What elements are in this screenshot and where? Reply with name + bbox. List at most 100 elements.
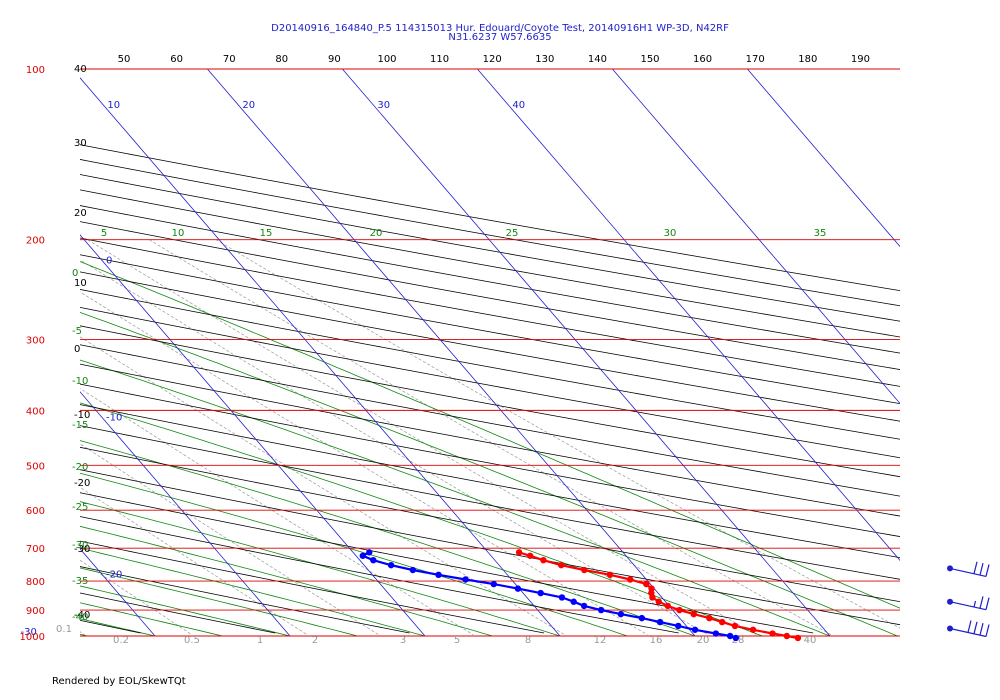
moist-adiabat-line bbox=[0, 435, 20, 636]
mixing-ratio-label: 5 bbox=[454, 635, 460, 646]
dewpoint-point bbox=[435, 571, 442, 579]
dry-adiabat-left-label: -10 bbox=[74, 410, 90, 421]
chart-title: D20140916_164840_P.5 114315013 Hur. Edou… bbox=[271, 23, 729, 34]
moist-adiabat-top-label: 5 bbox=[101, 228, 107, 239]
moist-adiabat-top-label: 15 bbox=[260, 228, 273, 239]
temperature-point bbox=[526, 552, 534, 559]
moist-adiabat-line bbox=[80, 567, 358, 636]
mixing-ratio-label: 40 bbox=[804, 635, 817, 646]
dry-adiabat-top-label: 180 bbox=[798, 54, 817, 65]
isotherm-label: 40 bbox=[512, 100, 525, 111]
isobar-label: 400 bbox=[26, 406, 45, 417]
dry-adiabat-left-label: -20 bbox=[74, 478, 90, 489]
temperature-point bbox=[706, 614, 713, 622]
mixing-ratio-line bbox=[80, 388, 474, 635]
moist-adiabat-top-label: 30 bbox=[664, 228, 677, 239]
chart-subtitle: N31.6237 W57.6635 bbox=[448, 32, 552, 43]
dry-adiabat-left-label: 20 bbox=[74, 208, 87, 219]
dewpoint-point bbox=[537, 589, 544, 597]
moist-adiabat-left-label: -30 bbox=[72, 540, 88, 551]
isobar-label: 900 bbox=[26, 606, 45, 617]
isobar-label: 600 bbox=[26, 506, 45, 517]
dewpoint-point bbox=[675, 622, 682, 630]
moist-adiabat-line bbox=[80, 440, 696, 636]
dewpoint-point bbox=[638, 614, 646, 622]
wind-barb-flag bbox=[979, 596, 984, 609]
moist-adiabat-line bbox=[80, 402, 763, 636]
dry-adiabat-top-label: 90 bbox=[328, 54, 341, 65]
isotherm-label: -30 bbox=[21, 627, 37, 638]
dry-adiabat-line bbox=[0, 69, 6, 633]
mixing-ratio-label: 0.2 bbox=[113, 635, 129, 646]
mixing-ratio-line bbox=[80, 486, 308, 635]
dewpoint-point bbox=[409, 566, 417, 574]
dewpoint-point bbox=[370, 556, 377, 564]
dewpoint-point bbox=[359, 552, 366, 559]
moist-adiabat-line bbox=[80, 261, 900, 609]
mixing-ratio-line bbox=[80, 336, 565, 636]
moist-adiabat-line bbox=[80, 359, 831, 636]
dewpoint-point bbox=[580, 602, 588, 610]
moist-adiabat-line bbox=[80, 633, 88, 636]
moist-adiabat-line bbox=[80, 472, 628, 636]
dry-adiabat-left-label: 0 bbox=[74, 344, 80, 355]
dry-adiabat-top-label: 140 bbox=[588, 54, 607, 65]
mixing-ratio-label: 12 bbox=[594, 635, 607, 646]
moist-adiabat-line bbox=[80, 547, 426, 636]
dewpoint-point bbox=[656, 618, 664, 626]
moist-adiabat-left-label: -20 bbox=[72, 462, 88, 473]
wind-barb-flag bbox=[973, 561, 978, 574]
isobar-label: 100 bbox=[26, 65, 45, 76]
moist-adiabat-top-label: 25 bbox=[506, 228, 519, 239]
mixing-ratio-label: 2 bbox=[312, 635, 318, 646]
footer-credit: Rendered by EOL/SkewTQt bbox=[52, 676, 186, 687]
wind-barb-flag bbox=[973, 621, 978, 634]
dry-adiabat-top-label: 50 bbox=[118, 54, 131, 65]
mixing-ratio-label: 0.1 bbox=[56, 624, 72, 635]
moist-adiabat-left-label: -25 bbox=[72, 502, 88, 513]
isotherm-line bbox=[612, 69, 900, 405]
dry-adiabat-lines bbox=[0, 69, 900, 634]
mixing-ratio-line bbox=[80, 559, 192, 635]
dry-adiabat-line bbox=[80, 469, 900, 626]
dry-adiabat-top-label: 110 bbox=[430, 54, 449, 65]
temperature-point bbox=[731, 622, 739, 630]
dry-adiabat-left-label: 10 bbox=[74, 278, 87, 289]
moist-adiabat-left-label: -10 bbox=[72, 376, 88, 387]
dry-adiabat-line bbox=[80, 221, 900, 370]
dry-adiabat-top-label: 70 bbox=[223, 54, 236, 65]
isobar-label: 1000 bbox=[20, 632, 45, 643]
temperature-point bbox=[655, 598, 662, 605]
wind-barb-flag bbox=[985, 564, 990, 577]
moist-adiabat-left-label: -35 bbox=[72, 576, 88, 587]
isotherm-line bbox=[0, 69, 20, 636]
isobar-label: 700 bbox=[26, 544, 45, 555]
dry-adiabat-line bbox=[80, 159, 900, 307]
dewpoint-point bbox=[691, 626, 699, 633]
isotherm-lines bbox=[0, 69, 900, 636]
dry-adiabat-left-label: -30 bbox=[74, 544, 90, 555]
temperature-point bbox=[769, 630, 776, 637]
dewpoint-point bbox=[514, 585, 522, 592]
sounding-traces bbox=[359, 549, 802, 642]
dewpoint-line bbox=[360, 551, 737, 640]
mixing-ratio-label: 8 bbox=[525, 635, 531, 646]
dewpoint-point bbox=[617, 610, 625, 618]
temperature-point bbox=[606, 571, 614, 579]
mixing-ratio-lines bbox=[80, 239, 900, 636]
moist-adiabat-line bbox=[80, 501, 561, 636]
moist-adiabat-left-label: -5 bbox=[72, 326, 82, 337]
dry-adiabat-left-label: -40 bbox=[74, 610, 90, 621]
isobar-label: 800 bbox=[26, 577, 45, 588]
temperature-point bbox=[557, 561, 565, 569]
isobar-label: 300 bbox=[26, 336, 45, 347]
dry-adiabat-top-label: 190 bbox=[851, 54, 870, 65]
isotherm-line bbox=[342, 69, 831, 636]
mixing-ratio-label: 20 bbox=[697, 635, 710, 646]
isotherm-line bbox=[207, 69, 696, 636]
dewpoint-point bbox=[387, 561, 395, 569]
dry-adiabat-line bbox=[80, 516, 679, 634]
mixing-ratio-line bbox=[215, 239, 900, 629]
dry-adiabat-line bbox=[80, 271, 900, 422]
wind-barb-flag bbox=[979, 623, 984, 636]
